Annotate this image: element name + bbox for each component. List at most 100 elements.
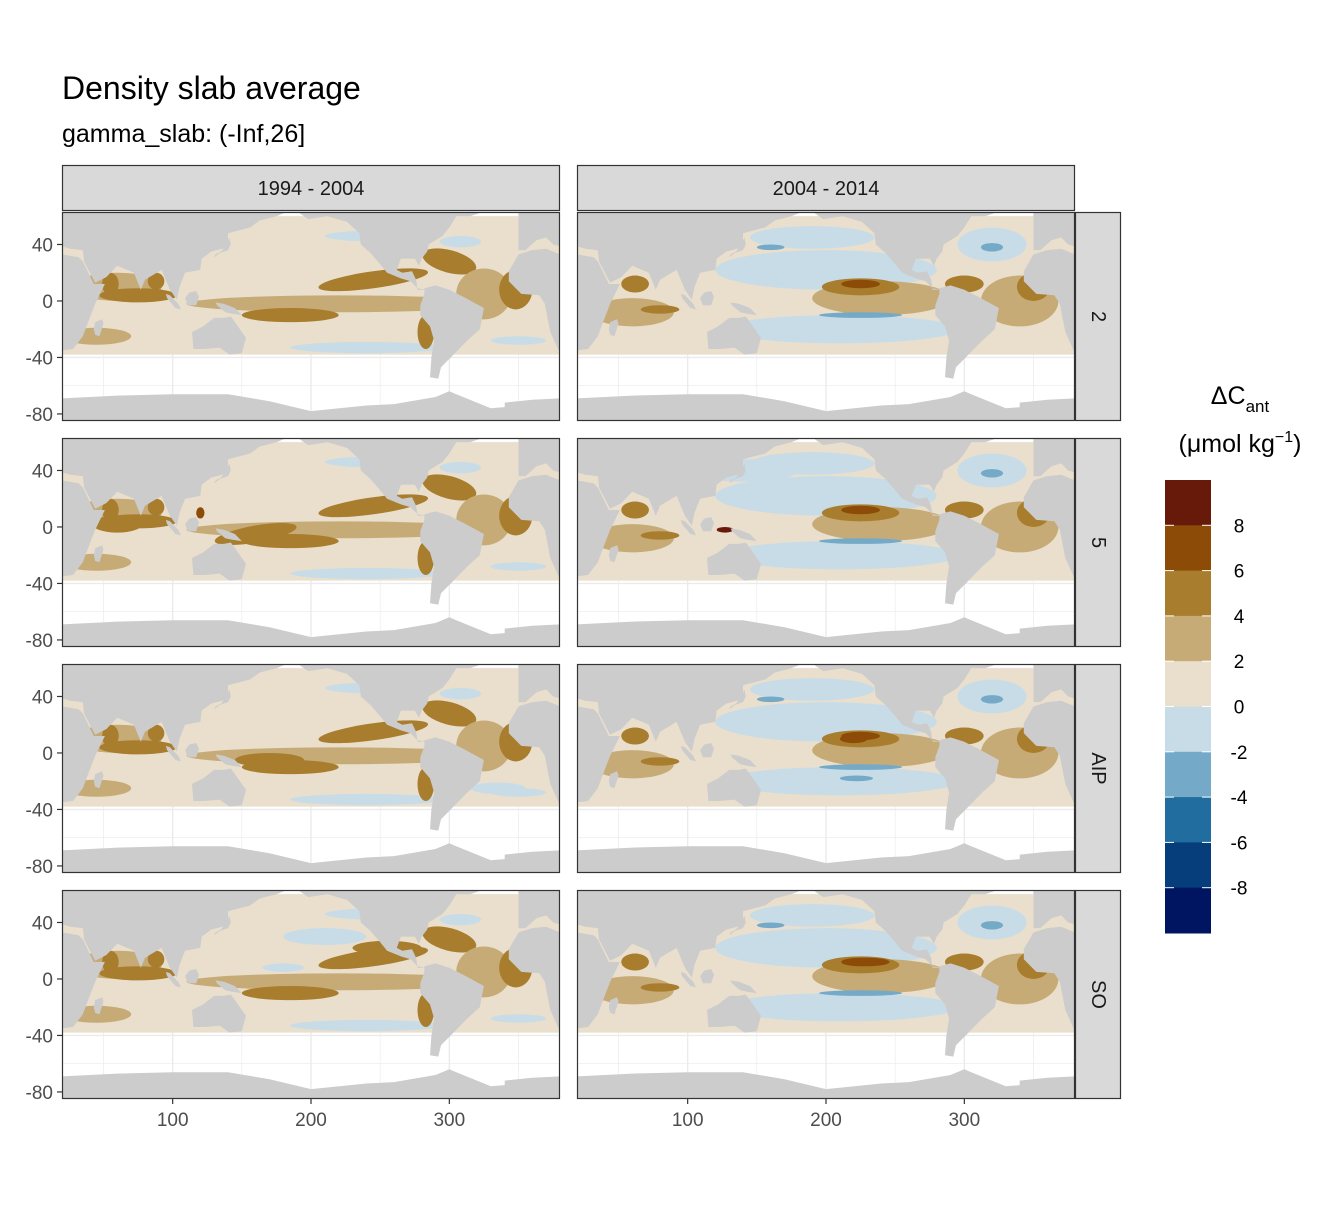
anomaly-patch — [440, 236, 482, 247]
anomaly-patch — [263, 963, 305, 971]
borneo-landmass — [1198, 291, 1212, 305]
anomaly-patch — [491, 1014, 546, 1022]
legend-swatch — [1165, 842, 1211, 888]
legend-swatch — [1165, 888, 1211, 934]
anomaly-patch — [290, 1020, 442, 1031]
y-tick-label: 0 — [42, 292, 53, 313]
anomaly-patch — [196, 507, 204, 518]
legend-label: 6 — [1234, 562, 1245, 583]
anomaly-patch — [841, 506, 880, 514]
anomaly-patch — [981, 695, 1003, 703]
legend-label: 4 — [1234, 607, 1245, 628]
japan-landmass — [1227, 915, 1244, 935]
anomaly-patch — [757, 244, 785, 250]
anomaly-patch — [840, 735, 868, 743]
legend-title-main: ΔC — [1211, 382, 1246, 410]
anomaly-patch — [819, 764, 902, 770]
north-america-landmass — [1310, 651, 1344, 741]
y-tick-label: -40 — [26, 1026, 53, 1047]
sumatra-landmass — [1179, 294, 1194, 310]
anomaly-patch — [981, 243, 1003, 251]
legend-swatch — [1165, 525, 1211, 571]
anomaly-patch — [641, 983, 680, 991]
legend-label: 8 — [1234, 516, 1245, 537]
y-tick-label: 0 — [42, 744, 53, 765]
legend-title-sub: ant — [1246, 397, 1270, 416]
legend-swatch — [1165, 707, 1211, 753]
y-tick-label: -40 — [26, 800, 53, 821]
anomaly-patch — [621, 502, 649, 519]
y-tick-label: 40 — [32, 913, 53, 934]
anomaly-patch — [985, 922, 999, 928]
australia-landmass — [1205, 543, 1259, 581]
legend-label: -2 — [1231, 743, 1248, 764]
column-strip-label: 2004 - 2014 — [773, 178, 880, 200]
chart-title: Density slab average — [62, 70, 361, 106]
legend-swatch — [1165, 752, 1211, 798]
row-strip-label: AIP — [1087, 752, 1109, 784]
y-tick-label: 40 — [32, 461, 53, 482]
anomaly-patch — [290, 342, 442, 353]
anomaly-patch — [840, 776, 873, 782]
anomaly-patch — [491, 562, 546, 570]
anomaly-patch — [235, 753, 304, 767]
y-tick-label: -80 — [26, 857, 53, 878]
anomaly-patch — [621, 276, 649, 293]
y-tick-label: -80 — [26, 631, 53, 652]
australia-landmass — [1205, 317, 1259, 355]
y-tick-label: -40 — [26, 574, 53, 595]
legend-units-close: ) — [1293, 430, 1301, 458]
anomaly-patch — [641, 531, 680, 539]
legend-swatch — [1165, 571, 1211, 617]
chart-subtitle: gamma_slab: (-Inf,26] — [62, 120, 305, 148]
australia-landmass — [1205, 995, 1259, 1033]
anomaly-patch — [641, 757, 680, 765]
legend-swatch — [1165, 661, 1211, 707]
x-tick-label: 100 — [672, 1110, 704, 1131]
japan-landmass — [1227, 463, 1244, 483]
anomaly-patch — [717, 527, 734, 533]
y-tick-label: 0 — [42, 518, 53, 539]
legend-swatch — [1165, 616, 1211, 662]
x-tick-label: 300 — [433, 1110, 465, 1131]
anomaly-patch — [981, 469, 1003, 477]
legend-swatch — [1165, 480, 1211, 526]
legend-label: -4 — [1231, 788, 1248, 809]
north-america-landmass — [1310, 425, 1344, 515]
legend-label: -8 — [1231, 879, 1248, 900]
legend-label: 0 — [1234, 698, 1245, 719]
north-america-landmass — [1310, 199, 1344, 289]
anomaly-patch — [819, 990, 902, 996]
y-tick-label: 40 — [32, 687, 53, 708]
row-strip-label: 2 — [1087, 311, 1109, 322]
legend-units-exp: −1 — [1275, 429, 1293, 446]
x-tick-label: 300 — [948, 1110, 980, 1131]
anomaly-patch — [845, 958, 889, 966]
x-tick-label: 200 — [295, 1110, 327, 1131]
panel-2-3 — [522, 640, 1344, 880]
anomaly-patch — [290, 568, 442, 579]
anomaly-patch — [621, 728, 649, 745]
anomaly-patch — [757, 696, 785, 702]
y-tick-label: -80 — [26, 1083, 53, 1104]
legend-label: -6 — [1231, 833, 1248, 854]
anomaly-patch — [621, 954, 649, 971]
y-tick-label: 40 — [32, 235, 53, 256]
borneo-landmass — [1198, 969, 1212, 983]
row-strip-label: SO — [1087, 980, 1109, 1009]
anomaly-patch — [757, 922, 785, 928]
legend-swatch — [1165, 797, 1211, 843]
x-tick-label: 200 — [810, 1110, 842, 1131]
y-tick-label: -80 — [26, 405, 53, 426]
anomaly-patch — [470, 783, 525, 794]
anomaly-patch — [440, 462, 482, 473]
y-tick-label: -40 — [26, 348, 53, 369]
column-strip-label: 1994 - 2004 — [258, 178, 365, 200]
x-tick-label: 100 — [157, 1110, 189, 1131]
anomaly-patch — [440, 688, 482, 699]
anomaly-patch — [819, 538, 902, 544]
color-legend: ΔCant (μmol kg−1) 86420-2-4-6-8 — [1165, 382, 1301, 934]
y-tick-label: 0 — [42, 970, 53, 991]
legend-label: 2 — [1234, 652, 1245, 673]
anomaly-patch — [819, 312, 902, 318]
